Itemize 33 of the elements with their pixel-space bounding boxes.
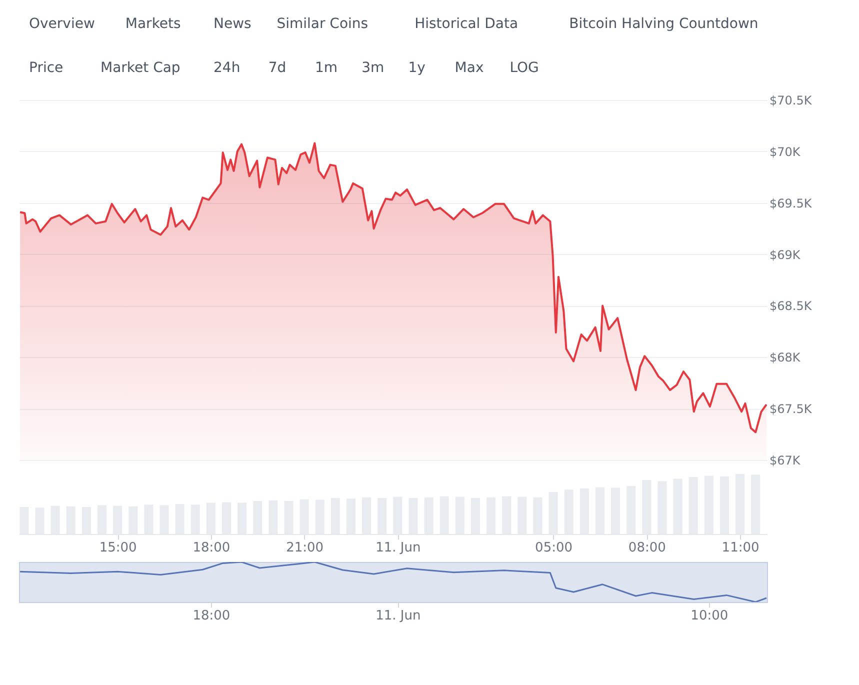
y-tick-label: $68K — [770, 350, 802, 365]
text: LOG — [510, 60, 539, 76]
text: Price — [29, 60, 64, 76]
text: Max — [454, 60, 484, 76]
x-tick-label: 08:00 — [628, 540, 666, 556]
text: Overview — [29, 16, 95, 32]
text: 24h — [214, 60, 240, 76]
x-tick-label: 11:00 — [722, 540, 760, 556]
text: News — [214, 16, 252, 32]
x-tick-label: 05:00 — [535, 540, 573, 556]
text: Markets — [125, 16, 181, 32]
y-tick-label: $69K — [770, 248, 802, 262]
text: 1m — [315, 60, 338, 76]
text: 7d — [268, 60, 286, 76]
y-tick-label: $70.5K — [770, 94, 813, 108]
text: Historical Data — [414, 16, 518, 32]
text: Bitcoin Halving Countdown — [569, 16, 758, 32]
y-tick-label: $69.5K — [770, 196, 813, 210]
y-tick-label: $67.5K — [770, 402, 813, 416]
text: Market Cap — [100, 60, 180, 76]
x-tick-label: 21:00 — [286, 540, 324, 556]
y-tick-label: $70K — [770, 144, 802, 159]
x-tick-label: 18:00 — [192, 540, 230, 556]
x-tick-label: 11. Jun — [376, 540, 421, 556]
text: 3m — [362, 60, 384, 76]
y-tick-label: $67K — [770, 454, 802, 468]
y-tick-label: $68.5K — [770, 299, 813, 314]
x-tick-label: 10:00 — [690, 608, 728, 624]
text: 1y — [408, 60, 426, 76]
x-tick-label: 15:00 — [99, 540, 137, 556]
x-tick-label: 18:00 — [192, 608, 230, 624]
text: Similar Coins — [276, 16, 368, 32]
x-tick-label: 11. Jun — [376, 608, 421, 624]
